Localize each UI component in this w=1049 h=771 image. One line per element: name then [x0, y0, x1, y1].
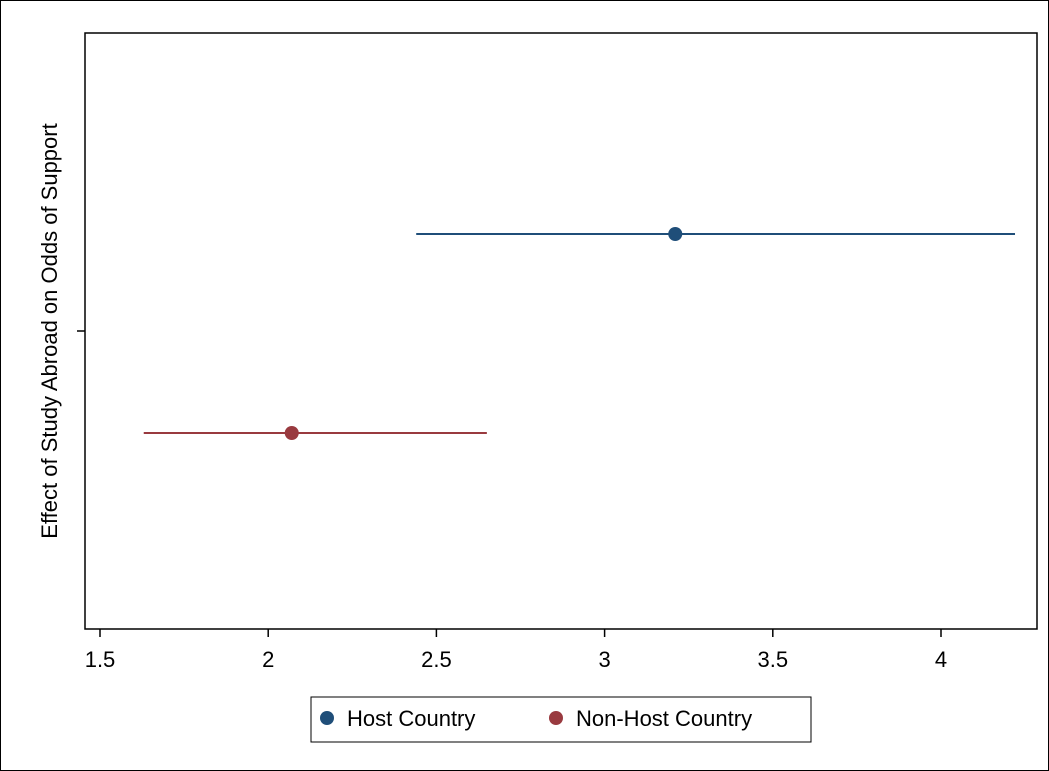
x-axis: 1.5 2 2.5 3 3.5 4 [85, 629, 947, 672]
x-tick-label: 3 [598, 647, 610, 672]
plot-area [84, 32, 1038, 630]
point-estimate-host-country [668, 227, 683, 241]
x-tick-label: 4 [935, 647, 947, 672]
legend: Host Country Non-Host Country [310, 696, 812, 743]
legend-label-non-host-country: Non-Host Country [576, 706, 752, 731]
x-tick-label: 1.5 [85, 647, 116, 672]
point-estimate-non-host-country [284, 426, 299, 440]
x-tick-label: 3.5 [758, 647, 789, 672]
x-tick-label: 2.5 [421, 647, 452, 672]
legend-label-host-country: Host Country [347, 706, 475, 731]
x-tick-label: 2 [262, 647, 274, 672]
legend-marker-non-host-country [549, 711, 563, 725]
y-axis-title: Effect of Study Abroad on Odds of Suppor… [37, 123, 62, 538]
series-layer [143, 227, 1016, 440]
legend-marker-host-country [320, 711, 334, 725]
